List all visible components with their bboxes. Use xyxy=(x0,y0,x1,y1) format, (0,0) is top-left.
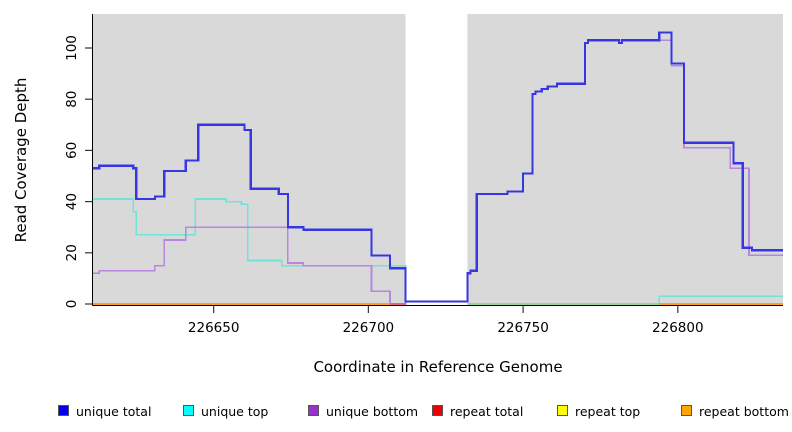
y-tick-label: 0 xyxy=(64,300,80,309)
y-tick-label: 40 xyxy=(64,193,80,210)
y-tick-label: 60 xyxy=(64,142,80,159)
y-axis-title: Read Coverage Depth xyxy=(12,78,30,243)
y-tick-label: 20 xyxy=(64,244,80,261)
series-unique-top xyxy=(93,198,407,304)
y-tick-label: 100 xyxy=(64,35,80,61)
series-unique-total xyxy=(93,31,783,303)
axes: 226650 226700 226750 226800 0 20 40 60 80 100 xyxy=(64,14,783,336)
plot-panel xyxy=(467,14,783,305)
x-axis-title: Coordinate in Reference Genome xyxy=(313,358,562,376)
x-tick-label: 226700 xyxy=(343,320,395,336)
plot-panel xyxy=(93,14,406,305)
x-tick-label: 226650 xyxy=(188,320,240,336)
y-tick-label: 80 xyxy=(64,91,80,108)
x-tick-label: 226750 xyxy=(497,320,549,336)
coverage-series xyxy=(93,31,783,305)
x-tick-label: 226800 xyxy=(652,320,704,336)
